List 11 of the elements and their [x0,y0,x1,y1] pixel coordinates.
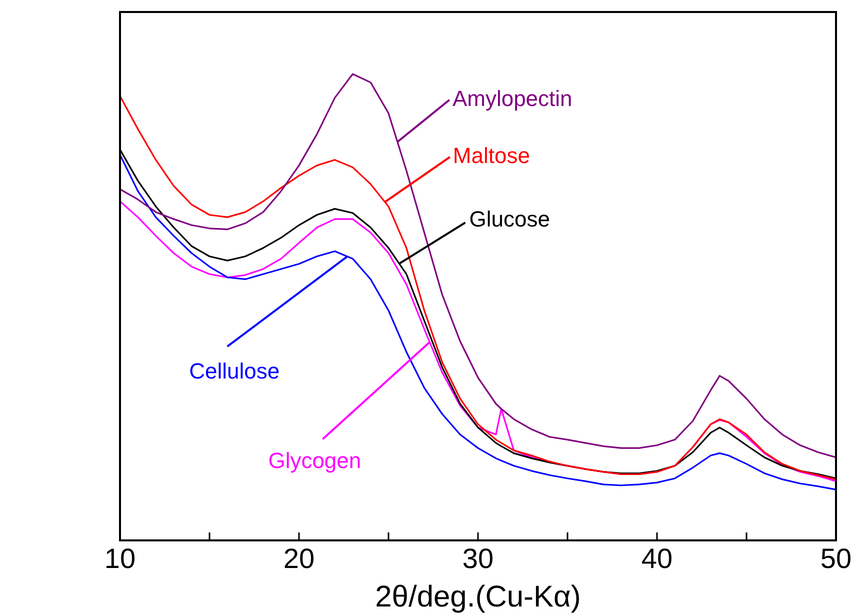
x-tick-label: 10 [104,542,136,574]
text: Glycogen [268,448,362,474]
x-axis-title: 2θ/deg.(Cu-Kα) [375,580,581,614]
text: Glucose [469,206,550,232]
text: Amylopectin [452,86,572,111]
x-tick-label: 40 [641,542,673,574]
text: Cellulose [189,358,280,384]
x-tick-label: 50 [820,542,852,574]
text: Maltose [452,143,530,168]
x-tick-label: 30 [462,542,494,574]
x-tick-label: 20 [283,542,315,574]
